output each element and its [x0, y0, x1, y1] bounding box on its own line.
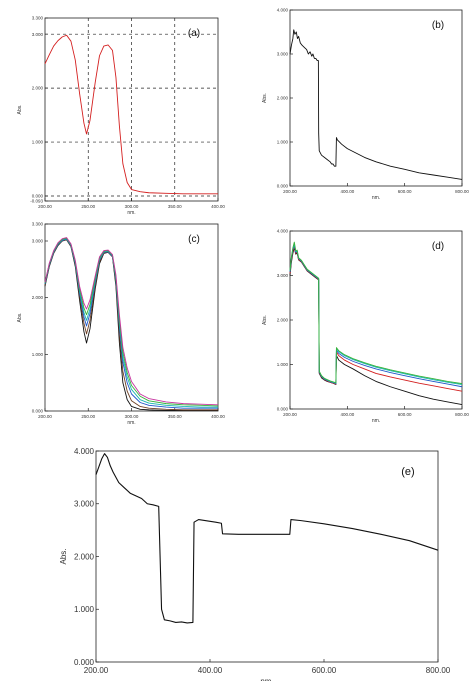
x-axis-title-c: nm. [127, 420, 135, 426]
y-tick-label-c-3: 3.000 [32, 239, 44, 244]
y-tick-label-e-1: 1.000 [74, 605, 95, 614]
plot-frame-b [289, 9, 463, 187]
series-line-c-1 [44, 239, 218, 411]
panel-label-b: (b) [432, 20, 444, 31]
series-line-d-2 [289, 244, 463, 388]
series-line-e-0 [95, 453, 439, 624]
y-tick-label-c-1: 1.000 [32, 352, 44, 357]
x-axis-title-b: nm. [372, 195, 380, 201]
panel-d: 200.00 400.00 600.00 800.00 0.000 1.000 2.000 3… [262, 229, 469, 424]
x-tick-label-b-0: 200.00 [283, 189, 297, 194]
y-tick-label-a-0: -0.093 [30, 199, 43, 204]
y-tick-label-a-2: 1.000 [32, 140, 44, 145]
y-tick-label-b-2: 2.000 [277, 96, 289, 101]
x-tick-label-e-0: 200.00 [84, 666, 109, 675]
y-axis-title-e: Abs. [59, 548, 68, 564]
x-tick-label-b-1: 400.00 [340, 189, 354, 194]
y-tick-label-a-5: 3.300 [32, 16, 44, 21]
x-tick-label-a-3: 350.00 [168, 204, 182, 209]
y-tick-label-d-4: 4.000 [277, 229, 289, 234]
x-tick-label-e-3: 800.00 [426, 666, 451, 675]
y-tick-label-e-0: 0.000 [74, 658, 95, 667]
series-line-c-5 [44, 237, 219, 406]
y-tick-label-d-1: 1.000 [277, 362, 289, 367]
x-tick-label-c-4: 400.00 [211, 414, 225, 419]
series-line-d-4 [289, 241, 463, 385]
panel-label-e: (e) [401, 466, 414, 478]
y-tick-label-a-4: 3.000 [32, 32, 44, 37]
panel-label-d: (d) [432, 241, 444, 252]
series-line-d-3 [289, 243, 463, 385]
x-tick-label-c-2: 300.00 [125, 414, 139, 419]
x-tick-label-b-3: 800.00 [455, 189, 469, 194]
y-tick-label-b-0: 0.000 [277, 184, 289, 189]
y-tick-label-d-3: 3.000 [277, 273, 289, 278]
panel-label-a: (a) [188, 28, 200, 39]
y-axis-title-d: Abs. [262, 315, 268, 325]
series-line-c-3 [44, 238, 218, 408]
y-tick-label-e-3: 3.000 [74, 500, 95, 509]
y-axis-title-a: Abs. [17, 104, 23, 114]
y-tick-label-e-4: 4.000 [74, 447, 95, 456]
panel-label-c: (c) [188, 234, 200, 245]
panel-a: 200.00 250.00 300.00 350.00 400.00 -0.0930.00… [17, 16, 225, 216]
gridlines-a [45, 18, 218, 201]
x-axis-title-d: nm. [372, 418, 380, 424]
y-tick-label-d-0: 0.000 [277, 407, 289, 412]
y-tick-label-c-4: 3.300 [32, 222, 44, 227]
panel-b: 200.00 400.00 600.00 800.00 0.000 1.000 2.000 3… [262, 8, 469, 201]
series-line-b-0 [289, 29, 463, 180]
y-axis-title-b: Abs. [262, 93, 268, 103]
y-tick-label-b-3: 3.000 [277, 52, 289, 57]
x-tick-label-d-1: 400.00 [340, 412, 354, 417]
y-tick-label-a-1: 0.000 [32, 194, 44, 199]
x-tick-label-a-2: 300.00 [125, 204, 139, 209]
x-tick-label-e-2: 600.00 [312, 666, 337, 675]
x-tick-label-a-4: 400.00 [211, 204, 225, 209]
series-line-d-0 [289, 247, 463, 405]
y-tick-label-e-2: 2.000 [74, 552, 95, 561]
x-tick-label-c-1: 250.00 [81, 414, 95, 419]
x-tick-label-e-1: 400.00 [198, 666, 223, 675]
series-line-c-2 [44, 238, 218, 409]
panel-e: 200.00 400.00 600.00 800.00 0.000 1.000 2.000 3… [59, 447, 451, 686]
x-tick-label-c-3: 350.00 [168, 414, 182, 419]
x-tick-label-d-0: 200.00 [283, 412, 297, 417]
series-line-c-4 [44, 237, 219, 407]
x-tick-label-c-0: 200.00 [38, 414, 52, 419]
x-tick-label-d-3: 800.00 [455, 412, 469, 417]
y-tick-label-c-2: 2.000 [32, 295, 44, 300]
plot-frame-c [44, 223, 219, 412]
y-tick-label-d-2: 2.000 [277, 318, 289, 323]
y-tick-label-c-0: 0.000 [32, 409, 44, 414]
x-tick-label-a-1: 250.00 [81, 204, 95, 209]
y-tick-label-a-3: 2.000 [32, 86, 44, 91]
y-tick-label-b-4: 4.000 [277, 8, 289, 13]
x-axis-title-a: nm. [127, 210, 135, 216]
y-axis-title-c: Abs. [17, 312, 23, 322]
x-tick-label-d-2: 600.00 [398, 412, 412, 417]
x-axis-title-e: nm. [260, 677, 273, 681]
x-tick-label-b-2: 600.00 [398, 189, 412, 194]
x-tick-label-a-0: 200.00 [38, 204, 52, 209]
y-tick-label-b-1: 1.000 [277, 140, 289, 145]
plot-frame-e [95, 450, 439, 663]
series-line-d-1 [289, 246, 463, 392]
series-line-a-0 [44, 34, 218, 195]
panel-c: 200.00 250.00 300.00 350.00 400.00 0.000 1.000… [17, 222, 225, 426]
